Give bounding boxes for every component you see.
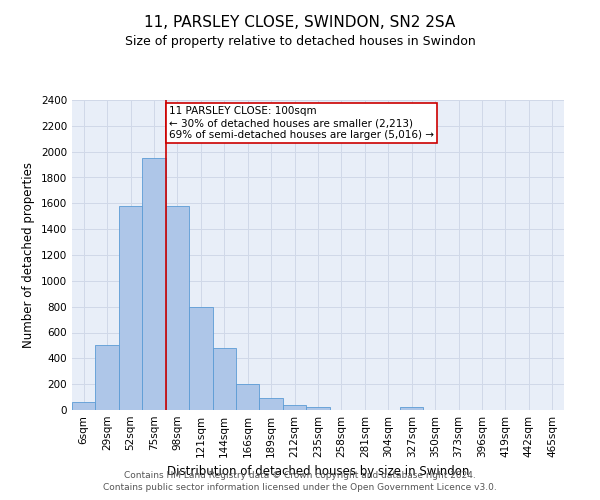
- X-axis label: Distribution of detached houses by size in Swindon: Distribution of detached houses by size …: [167, 466, 469, 478]
- Bar: [283, 406, 306, 410]
- Bar: [119, 206, 142, 410]
- Text: Contains public sector information licensed under the Open Government Licence v3: Contains public sector information licen…: [103, 484, 497, 492]
- Bar: [72, 402, 95, 410]
- Text: Contains HM Land Registry data © Crown copyright and database right 2024.: Contains HM Land Registry data © Crown c…: [124, 471, 476, 480]
- Bar: [259, 398, 283, 410]
- Bar: [95, 346, 119, 410]
- Y-axis label: Number of detached properties: Number of detached properties: [22, 162, 35, 348]
- Bar: [166, 206, 189, 410]
- Text: 11 PARSLEY CLOSE: 100sqm
← 30% of detached houses are smaller (2,213)
69% of sem: 11 PARSLEY CLOSE: 100sqm ← 30% of detach…: [169, 106, 434, 140]
- Bar: [236, 384, 259, 410]
- Bar: [189, 306, 212, 410]
- Text: 11, PARSLEY CLOSE, SWINDON, SN2 2SA: 11, PARSLEY CLOSE, SWINDON, SN2 2SA: [145, 15, 455, 30]
- Bar: [306, 407, 330, 410]
- Text: Size of property relative to detached houses in Swindon: Size of property relative to detached ho…: [125, 35, 475, 48]
- Bar: [212, 348, 236, 410]
- Bar: [400, 408, 424, 410]
- Bar: [142, 158, 166, 410]
